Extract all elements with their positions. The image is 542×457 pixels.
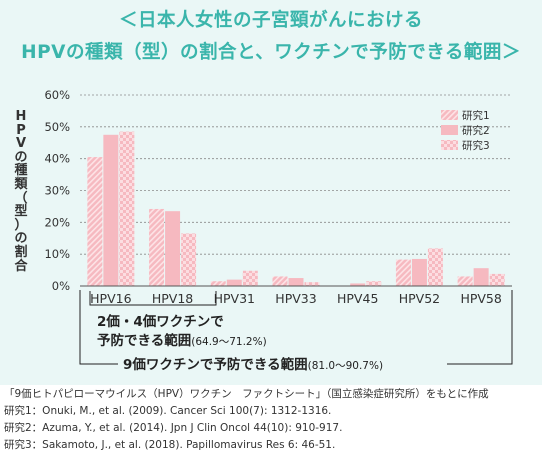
source-line-4: 研究3：Sakamoto, J., et al. (2018). Papillo…: [4, 439, 336, 451]
legend-swatch: [441, 140, 458, 150]
bar: [165, 211, 181, 286]
source-line-1: 「9価ヒトパピローマウイルス（HPV）ワクチン ファクトシート」（国立感染症研究…: [4, 388, 489, 400]
nonavalent-label: 9価ワクチンで予防できる範囲(81.0～90.7%): [123, 356, 383, 373]
bar: [149, 208, 165, 286]
chart-title-line2: HPVの種類（型）の割合と、ワクチンで予防できる範囲＞: [21, 42, 521, 63]
legend-label: 研究2: [462, 124, 490, 137]
bar: [366, 281, 382, 286]
y-tick-label: 0%: [52, 279, 70, 293]
bar: [210, 281, 226, 286]
bar: [473, 268, 489, 286]
nonavalent-bracket-left: [79, 290, 118, 365]
x-tick-label: HPV45: [337, 291, 378, 306]
bivalent-label-line1: 2価・4価ワクチンで: [97, 313, 224, 330]
bar: [411, 258, 427, 286]
y-tick-label: 40%: [44, 152, 70, 166]
bar: [87, 157, 103, 286]
y-tick-label: 50%: [44, 120, 70, 134]
x-tick-label: HPV52: [399, 291, 440, 306]
x-tick-label: HPV58: [460, 291, 501, 306]
bar: [288, 278, 304, 286]
bar: [181, 233, 197, 286]
x-tick-label: HPV16: [90, 291, 131, 306]
bar: [457, 276, 473, 286]
legend-swatch: [441, 110, 458, 120]
chart-title-line1: ＜日本人女性の子宮頸がんにおける: [118, 10, 423, 31]
bivalent-label-line2: 予防できる範囲(64.9～71.2%): [97, 332, 267, 349]
x-tick-label: HPV31: [214, 291, 255, 306]
x-tick-label: HPV18: [152, 291, 193, 306]
y-axis-label: H P V の種類（型）の割合: [14, 109, 28, 274]
bar-chart: 0% 10% 20% 30% 40% 50% 60% HPV16 HPV18 HPV31 HPV33…: [44, 88, 513, 373]
legend-label: 研究1: [462, 109, 490, 122]
bar: [304, 282, 320, 286]
x-tick-label: HPV33: [275, 291, 316, 306]
bar: [489, 273, 505, 286]
y-tick-label: 60%: [44, 88, 70, 102]
bar: [350, 283, 366, 286]
source-line-3: 研究2：Azuma, Y., et al. (2014). Jpn J Clin…: [4, 422, 343, 434]
bar: [242, 270, 258, 286]
y-tick-label: 30%: [44, 184, 70, 198]
legend-swatch: [441, 125, 458, 135]
y-tick-label: 20%: [44, 215, 70, 229]
legend-label: 研究3: [462, 139, 490, 152]
bar: [226, 279, 242, 286]
bar: [427, 248, 443, 286]
bar: [103, 134, 119, 286]
bar: [119, 131, 135, 286]
nonavalent-bracket-right: [447, 290, 513, 365]
bar: [395, 259, 411, 286]
source-line-2: 研究1：Onuki, M., et al. (2009). Cancer Sci…: [4, 405, 332, 417]
bivalent-bracket: [89, 291, 217, 306]
bar: [272, 276, 288, 286]
y-tick-label: 10%: [44, 247, 70, 261]
